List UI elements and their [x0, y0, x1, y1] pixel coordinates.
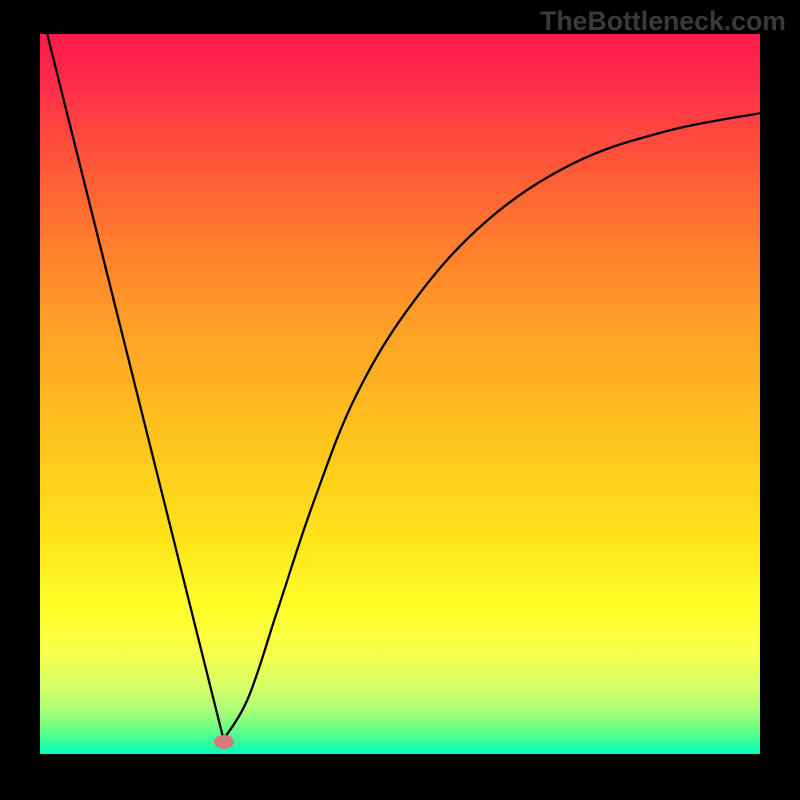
plot-area [40, 34, 760, 754]
watermark-label: TheBottleneck.com [540, 6, 786, 37]
minimum-marker [214, 735, 234, 749]
curve-svg [40, 34, 760, 754]
chart-root: TheBottleneck.com [0, 0, 800, 800]
bottleneck-curve [47, 34, 760, 743]
